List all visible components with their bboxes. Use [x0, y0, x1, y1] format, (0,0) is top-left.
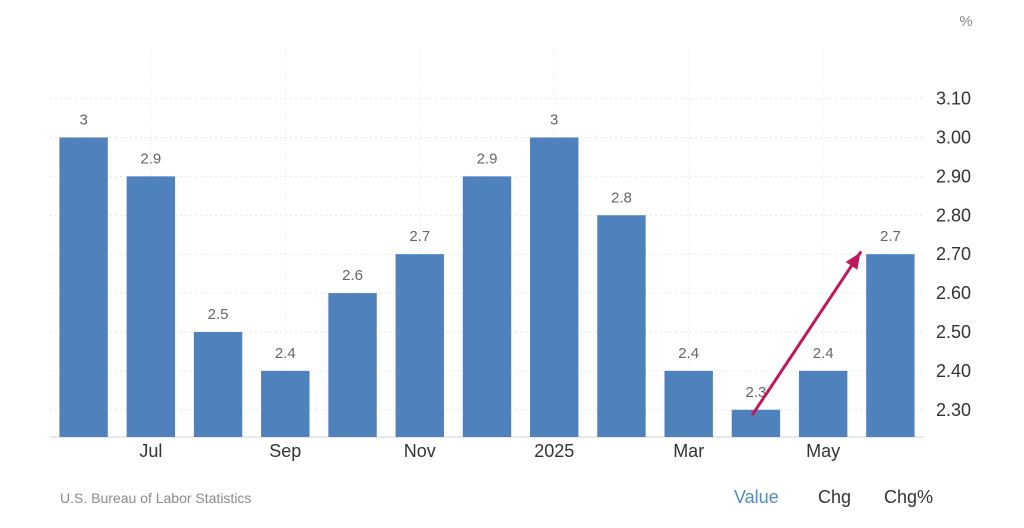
data-label-12: 2.7: [880, 228, 901, 245]
bar-11: [798, 370, 848, 437]
bar-5: [395, 254, 444, 437]
bars: [59, 137, 915, 437]
data-label-0: 3: [79, 111, 87, 128]
bar-9: [664, 370, 713, 437]
data-label-11: 2.4: [813, 345, 834, 362]
y-axis-ticks: 2.30 2.40 2.50 2.60 2.70 2.80 2.90 3.00 3.10: [936, 89, 971, 420]
y-tick-label: 2.90: [936, 166, 971, 186]
toggle-chg-percent-button[interactable]: Chg%: [884, 487, 934, 507]
chart-footer: U.S. Bureau of Labor Statistics Value Ch…: [0, 484, 1024, 514]
bar-4: [328, 293, 377, 437]
data-label-1: 2.9: [140, 150, 161, 167]
y-tick-label: 2.30: [936, 400, 971, 420]
x-tick-label: Mar: [673, 441, 704, 461]
data-label-9: 2.4: [678, 345, 699, 362]
bar-8: [597, 215, 646, 437]
data-label-5: 2.7: [409, 228, 430, 245]
y-tick-label: 3.00: [936, 127, 971, 147]
bar-2: [193, 331, 243, 437]
data-label-10: 2.3: [745, 384, 766, 401]
data-label-8: 2.8: [611, 189, 632, 206]
data-labels: 3 2.9 2.5 2.4 2.6 2.7 2.9 3 2.8 2.4 2.3 2.4 2.7: [79, 111, 900, 400]
y-axis-unit: %: [959, 13, 972, 30]
bar-1: [126, 176, 176, 437]
y-tick-label: 2.80: [936, 205, 971, 225]
y-tick-label: 3.10: [936, 89, 971, 109]
x-axis-ticks: Jul Sep Nov 2025 Mar May: [139, 441, 840, 461]
y-tick-label: 2.70: [936, 244, 971, 264]
data-label-4: 2.6: [342, 267, 363, 284]
bar-7: [530, 137, 579, 437]
trend-arrow-shaft: [751, 251, 862, 416]
trend-arrow-annotation: [751, 251, 862, 416]
bar-chart: 3 2.9 2.5 2.4 2.6 2.7 2.9 3 2.8 2.4 2.3 2.4 2.7 Jul S…: [50, 13, 973, 461]
toggle-chg-button[interactable]: Chg: [818, 487, 852, 507]
x-tick-label: May: [806, 441, 840, 461]
data-label-2: 2.5: [208, 306, 229, 323]
trend-arrow-head: [845, 252, 861, 270]
bar-0: [59, 137, 108, 437]
source-credit: U.S. Bureau of Labor Statistics: [60, 490, 252, 506]
bar-10: [731, 409, 781, 437]
toggle-value-button[interactable]: Value: [734, 487, 779, 507]
y-tick-label: 2.60: [936, 283, 971, 303]
x-tick-label: Nov: [404, 441, 436, 461]
data-label-6: 2.9: [477, 150, 498, 167]
data-label-3: 2.4: [275, 345, 296, 362]
y-tick-label: 2.50: [936, 322, 971, 342]
bar-12: [866, 254, 915, 437]
bar-3: [261, 370, 310, 437]
x-tick-label: 2025: [534, 441, 574, 461]
bar-6: [462, 176, 512, 437]
y-tick-label: 2.40: [936, 361, 971, 381]
x-tick-label: Sep: [269, 441, 301, 461]
x-tick-label: Jul: [139, 441, 162, 461]
data-label-7: 3: [550, 111, 558, 128]
